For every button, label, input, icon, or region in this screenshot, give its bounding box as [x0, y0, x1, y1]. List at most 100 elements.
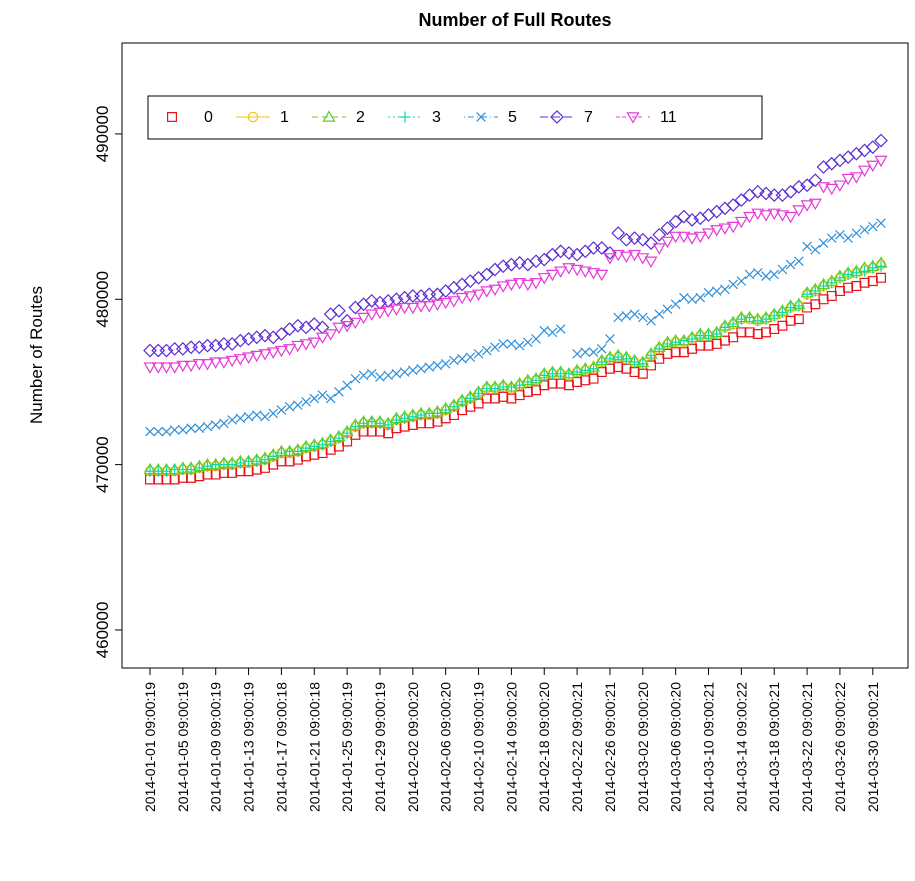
point	[874, 133, 888, 148]
point	[325, 393, 336, 404]
point	[752, 329, 763, 340]
point	[588, 373, 599, 384]
x-tick-label: 2014-02-22 09:00:21	[569, 682, 585, 812]
point	[431, 407, 443, 419]
point	[703, 330, 715, 342]
point	[578, 266, 592, 278]
point	[849, 146, 864, 161]
point	[145, 426, 155, 437]
point	[769, 324, 780, 335]
point	[438, 284, 453, 298]
point	[275, 447, 287, 459]
point	[531, 385, 542, 396]
point	[465, 352, 476, 362]
point	[652, 243, 666, 255]
point	[192, 359, 206, 371]
point	[151, 343, 166, 358]
point	[496, 281, 510, 293]
point	[800, 178, 814, 193]
point	[399, 421, 410, 432]
point	[644, 256, 658, 268]
point	[169, 474, 180, 485]
point	[209, 357, 223, 369]
point	[316, 439, 328, 451]
legend-marker	[167, 112, 177, 122]
point	[364, 294, 379, 308]
x-tick-label: 2014-03-30 09:00:21	[865, 682, 881, 812]
point	[193, 462, 205, 474]
point	[383, 370, 394, 381]
point	[687, 343, 698, 354]
point	[529, 278, 543, 290]
point	[488, 262, 502, 277]
point	[489, 383, 501, 395]
point	[309, 449, 320, 460]
point	[703, 340, 714, 351]
point	[783, 184, 798, 199]
point	[876, 218, 886, 229]
point	[334, 387, 344, 397]
point	[775, 188, 790, 203]
point	[505, 381, 517, 393]
legend-label: 0	[204, 109, 213, 126]
point	[415, 409, 427, 421]
point	[225, 355, 239, 368]
point	[759, 186, 773, 201]
point	[826, 277, 838, 289]
x-tick-label: 2014-02-10 09:00:19	[471, 682, 487, 812]
point	[283, 344, 297, 356]
x-tick-label: 2014-02-06 09:00:20	[438, 682, 454, 812]
point	[407, 419, 418, 430]
point	[629, 309, 640, 319]
point	[480, 286, 494, 298]
point	[711, 338, 722, 349]
point	[504, 279, 518, 292]
legend-marker	[550, 110, 564, 124]
point	[490, 342, 500, 353]
point	[834, 286, 845, 297]
point	[744, 327, 755, 338]
point	[539, 325, 550, 336]
point	[382, 419, 394, 431]
point	[348, 300, 363, 315]
point	[809, 285, 821, 297]
x-tick-label: 2014-01-17 09:00:18	[273, 682, 289, 812]
point	[399, 412, 411, 424]
point	[750, 184, 765, 199]
point	[522, 376, 534, 388]
point	[381, 306, 395, 318]
series	[145, 272, 886, 485]
point	[366, 368, 377, 379]
point	[580, 375, 591, 386]
point	[538, 369, 550, 381]
point	[701, 208, 716, 222]
point	[463, 274, 478, 288]
x-tick-label: 2014-01-29 09:00:19	[372, 682, 388, 812]
point	[194, 471, 205, 482]
point	[579, 364, 591, 376]
point	[324, 329, 338, 341]
point	[818, 294, 829, 305]
point	[235, 413, 246, 424]
point	[282, 322, 297, 336]
point	[637, 368, 648, 379]
point	[776, 307, 788, 319]
point	[307, 317, 322, 331]
point	[594, 241, 609, 255]
point	[258, 328, 272, 343]
point	[744, 269, 755, 280]
point	[635, 232, 650, 247]
point	[679, 292, 689, 303]
point	[514, 390, 525, 401]
point	[399, 367, 410, 377]
point	[308, 440, 320, 452]
point	[660, 221, 675, 236]
point	[629, 367, 640, 378]
point	[687, 294, 697, 305]
point	[843, 233, 853, 243]
point	[572, 349, 582, 359]
point	[652, 227, 667, 242]
point	[808, 173, 823, 188]
legend-label: 3	[432, 109, 441, 126]
